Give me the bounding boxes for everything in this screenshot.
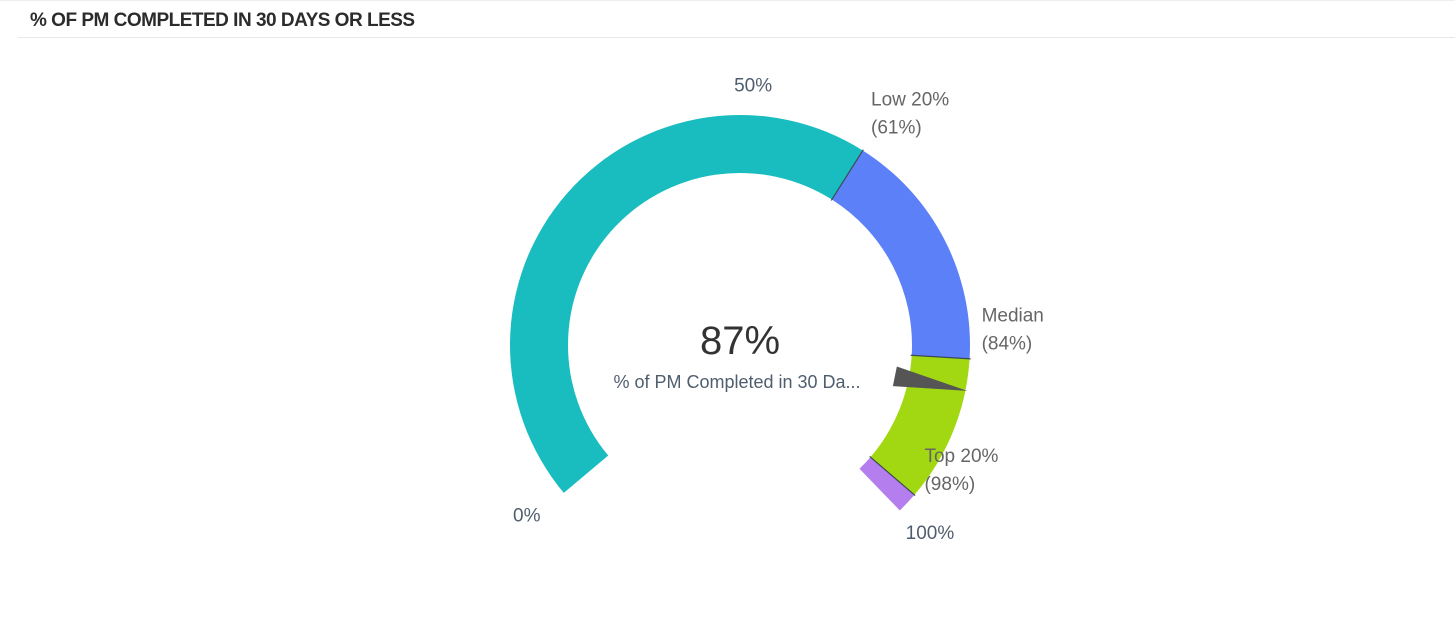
threshold-value-2: (84%) bbox=[982, 333, 1033, 354]
threshold-name-2: Median bbox=[982, 305, 1044, 326]
gauge-value-label: 87% bbox=[700, 319, 780, 363]
gauge-band-2 bbox=[831, 150, 970, 359]
threshold-tick-1 bbox=[830, 149, 864, 201]
panel-title: % OF PM COMPLETED IN 30 DAYS OR LESS bbox=[30, 10, 415, 31]
gauge-svg: 87% % of PM Completed in 30 Da... 0% 50% 1… bbox=[509, 75, 1044, 544]
scale-label-0: 0% bbox=[513, 506, 541, 527]
gauge-band-3 bbox=[870, 355, 970, 495]
scale-label-50: 50% bbox=[734, 75, 772, 96]
gauge-pointer bbox=[892, 366, 968, 391]
threshold-value-3: (98%) bbox=[924, 474, 975, 495]
gauge-band-4 bbox=[859, 457, 915, 511]
gauge-chart: 87% % of PM Completed in 30 Da... 0% 50% 1… bbox=[0, 38, 1455, 629]
threshold-name-3: Top 20% bbox=[924, 446, 998, 467]
gauge-metric-label: % of PM Completed in 30 Da... bbox=[613, 372, 860, 392]
panel-header: % OF PM COMPLETED IN 30 DAYS OR LESS bbox=[18, 1, 1455, 38]
threshold-tick-3 bbox=[869, 456, 916, 497]
gauge-band-1 bbox=[509, 114, 863, 493]
threshold-name-1: Low 20% bbox=[871, 90, 949, 111]
threshold-value-1: (61%) bbox=[871, 118, 922, 139]
scale-label-100: 100% bbox=[906, 523, 955, 544]
threshold-tick-2 bbox=[910, 354, 971, 360]
